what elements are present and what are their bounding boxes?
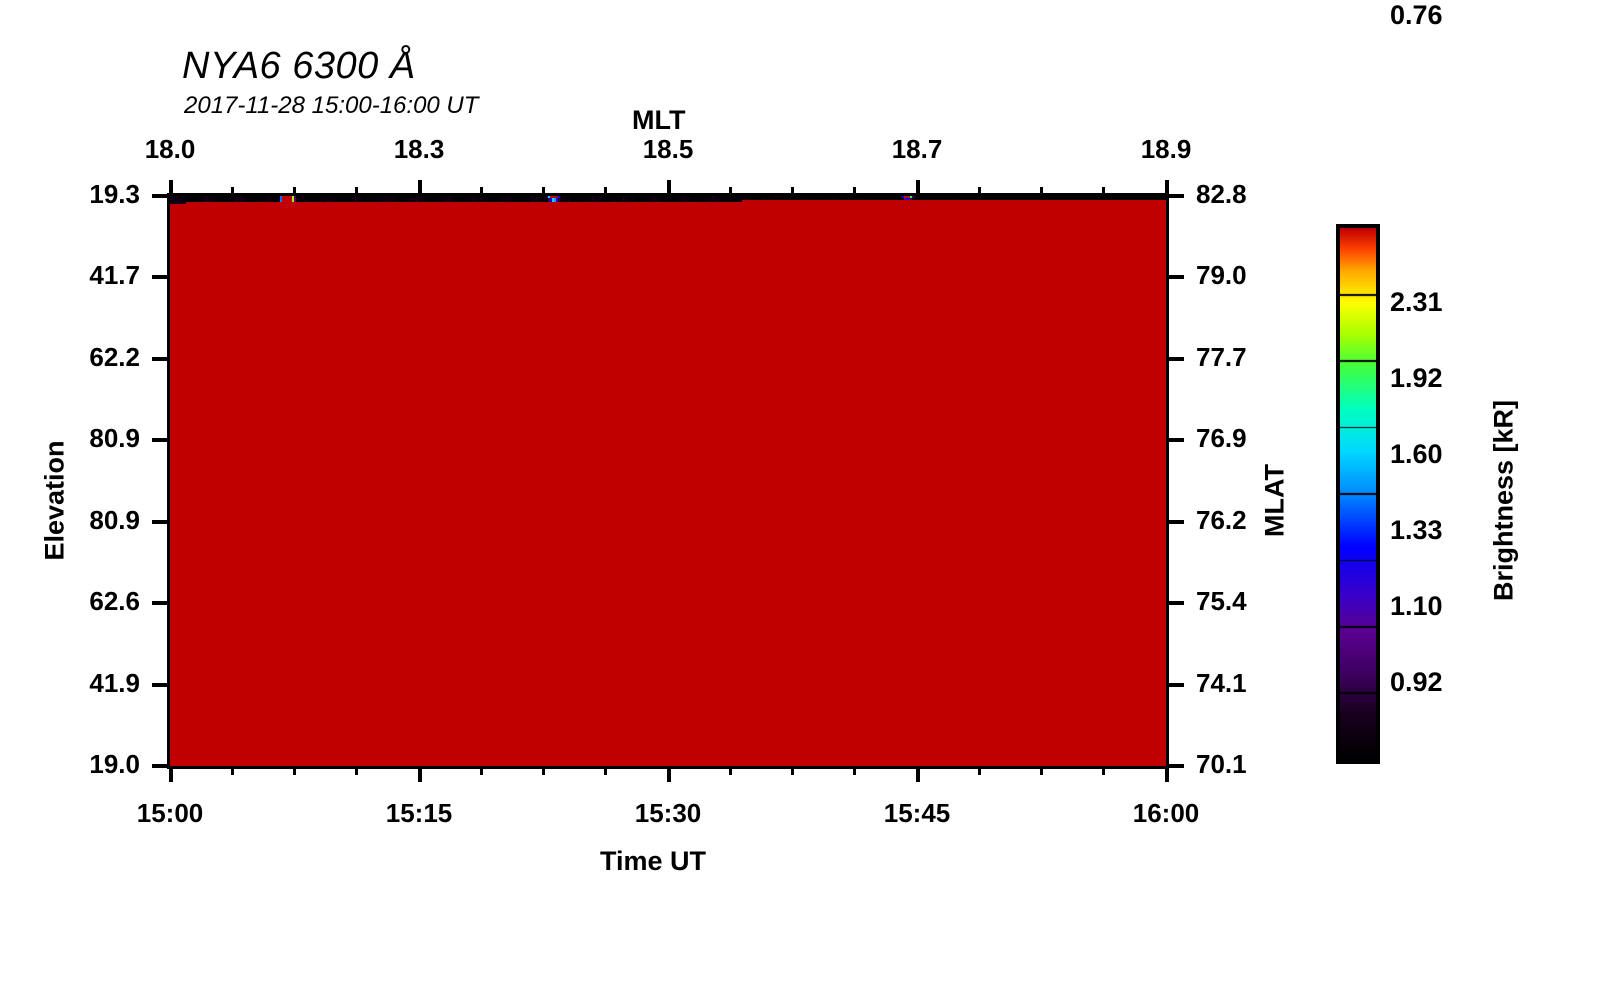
time-minor-tickmark xyxy=(1040,766,1043,775)
elevation-tickmark xyxy=(152,519,170,524)
mlt-tickmark xyxy=(666,180,671,196)
mlt-tickmark xyxy=(1164,180,1169,196)
time-tickmark xyxy=(915,766,920,782)
mlt-minor-tickmark xyxy=(479,187,483,196)
mlt-minor-tickmark xyxy=(542,187,545,196)
keogram-plot-area xyxy=(167,193,1169,769)
elevation-tickmark xyxy=(152,438,170,443)
mlt-minor-tickmark xyxy=(853,187,857,196)
mlat-tickmark xyxy=(1166,764,1184,768)
mlt-minor-tickmark xyxy=(791,187,794,196)
elevation-tick-label: 41.9 xyxy=(89,667,140,698)
elevation-tickmark xyxy=(152,356,170,361)
mlt-tick-label: 18.5 xyxy=(642,134,694,164)
time-minor-tickmark xyxy=(604,766,608,775)
time-minor-tickmark xyxy=(728,766,732,775)
time-minor-tickmark xyxy=(791,766,794,775)
time-tick-label: 16:00 xyxy=(1132,798,1200,828)
mlt-tick-label: 18.9 xyxy=(1140,134,1192,164)
mlat-tick-label: 76.2 xyxy=(1196,504,1247,535)
elevation-tick-label: 19.3 xyxy=(89,179,140,209)
mlat-tickmark xyxy=(1166,601,1184,606)
mlat-tickmark xyxy=(1166,519,1184,524)
elevation-tickmark xyxy=(152,764,170,768)
time-tick-label: 15:15 xyxy=(385,798,453,828)
mlat-tick-label: 76.9 xyxy=(1196,423,1247,454)
mlat-tick-label: 77.7 xyxy=(1196,341,1247,372)
elevation-tick-label: 80.9 xyxy=(89,504,140,535)
right-axis-title: MLAT xyxy=(1259,464,1290,537)
mlt-tick-label: 18.0 xyxy=(144,134,196,164)
colorbar-tick-label: 1.33 xyxy=(1390,514,1443,545)
time-minor-tickmark xyxy=(230,766,234,775)
mlt-minor-tickmark xyxy=(604,187,608,196)
colorbar-tick-label: 2.31 xyxy=(1390,287,1443,318)
time-minor-tickmark xyxy=(355,766,359,775)
time-tickmark xyxy=(168,766,173,782)
elevation-tick-label: 62.6 xyxy=(89,586,140,617)
time-minor-tickmark xyxy=(293,766,296,775)
mlt-tick-label: 18.7 xyxy=(891,134,943,164)
time-tick-label: 15:45 xyxy=(883,798,951,828)
mlt-minor-tickmark xyxy=(1040,187,1043,196)
figure-title: NYA6 6300 Å xyxy=(182,45,416,87)
time-minor-tickmark xyxy=(542,766,545,775)
mlt-tick-label: 18.3 xyxy=(393,134,445,164)
colorbar-axis-title: Brightness [kR] xyxy=(1488,399,1519,602)
colorbar-tick-label: 1.10 xyxy=(1390,591,1443,621)
time-tickmark xyxy=(1164,766,1169,782)
colorbar xyxy=(1336,224,1380,764)
elevation-tick-label: 19.0 xyxy=(89,749,140,779)
mlat-tick-label: 70.1 xyxy=(1196,749,1247,779)
time-minor-tickmark xyxy=(1102,766,1106,775)
elevation-tick-label: 80.9 xyxy=(89,423,140,454)
mlat-tickmark xyxy=(1166,438,1184,443)
elevation-tickmark xyxy=(152,601,170,606)
mlt-tickmark xyxy=(915,180,920,196)
top-axis-title: MLT xyxy=(632,105,686,135)
elevation-tickmark xyxy=(152,275,170,280)
mlt-minor-tickmark xyxy=(728,187,732,196)
mlt-minor-tickmark xyxy=(977,187,981,196)
mlat-tick-label: 74.1 xyxy=(1196,667,1247,698)
mlat-tick-label: 75.4 xyxy=(1196,586,1247,617)
mlat-tick-label: 79.0 xyxy=(1196,260,1247,291)
elevation-tick-label: 62.2 xyxy=(89,341,140,372)
time-minor-tickmark xyxy=(479,766,483,775)
time-minor-tickmark xyxy=(977,766,981,775)
mlt-minor-tickmark xyxy=(1102,187,1106,196)
time-tick-label: 15:00 xyxy=(136,798,204,828)
mlt-minor-tickmark xyxy=(230,187,234,196)
elevation-tickmark xyxy=(152,682,170,687)
time-tick-label: 15:30 xyxy=(634,798,702,828)
time-tickmark xyxy=(417,766,422,782)
mlat-tickmark xyxy=(1166,194,1184,198)
colorbar-tick-label: 1.60 xyxy=(1390,439,1443,469)
colorbar-tick-label: 0.92 xyxy=(1390,666,1443,697)
mlt-tickmark xyxy=(417,180,422,196)
time-tickmark xyxy=(666,766,671,782)
colorbar-gradient xyxy=(1340,228,1376,760)
time-minor-tickmark xyxy=(853,766,857,775)
colorbar-tick-label: 1.92 xyxy=(1390,362,1443,393)
mlt-minor-tickmark xyxy=(293,187,296,196)
elevation-tickmark xyxy=(152,194,170,198)
mlt-minor-tickmark xyxy=(355,187,359,196)
mlat-tickmark xyxy=(1166,682,1184,687)
colorbar-tick-label: 0.76 xyxy=(1390,0,1443,30)
mlat-tick-label: 82.8 xyxy=(1196,179,1247,209)
mlat-tickmark xyxy=(1166,356,1184,361)
elevation-tick-label: 41.7 xyxy=(89,260,140,291)
figure-subtitle: 2017-11-28 15:00-16:00 UT xyxy=(184,92,479,119)
mlat-tickmark xyxy=(1166,275,1184,280)
mlt-tickmark xyxy=(168,180,173,196)
bottom-axis-title: Time UT xyxy=(600,846,707,876)
keogram-image xyxy=(170,196,1166,766)
